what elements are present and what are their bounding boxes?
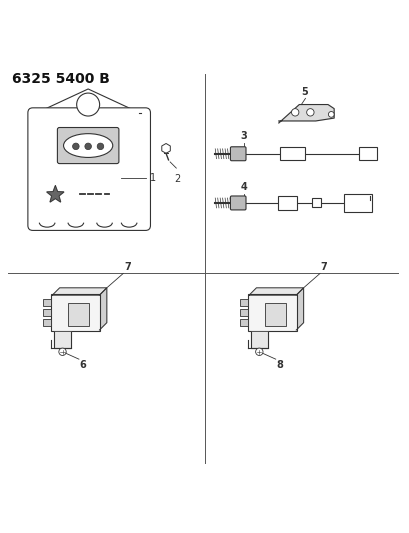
FancyBboxPatch shape bbox=[43, 298, 51, 306]
FancyBboxPatch shape bbox=[57, 127, 119, 164]
FancyBboxPatch shape bbox=[358, 147, 376, 160]
FancyBboxPatch shape bbox=[239, 319, 247, 326]
FancyBboxPatch shape bbox=[230, 196, 245, 210]
Circle shape bbox=[59, 348, 66, 356]
Polygon shape bbox=[250, 332, 267, 348]
Circle shape bbox=[306, 109, 313, 116]
FancyBboxPatch shape bbox=[344, 195, 371, 212]
Text: 3: 3 bbox=[240, 132, 247, 141]
FancyBboxPatch shape bbox=[277, 196, 297, 209]
Circle shape bbox=[255, 348, 263, 356]
Text: 6: 6 bbox=[79, 360, 86, 370]
FancyBboxPatch shape bbox=[279, 147, 304, 160]
Circle shape bbox=[97, 143, 103, 150]
FancyBboxPatch shape bbox=[239, 309, 247, 316]
FancyBboxPatch shape bbox=[68, 303, 89, 326]
Text: 5: 5 bbox=[300, 87, 307, 97]
Text: 6325 5400 B: 6325 5400 B bbox=[12, 72, 110, 86]
FancyBboxPatch shape bbox=[311, 198, 320, 207]
FancyBboxPatch shape bbox=[28, 108, 150, 230]
Circle shape bbox=[291, 109, 298, 116]
FancyBboxPatch shape bbox=[239, 298, 247, 306]
Circle shape bbox=[72, 143, 79, 150]
Polygon shape bbox=[52, 288, 106, 295]
Text: 2: 2 bbox=[174, 174, 180, 184]
Circle shape bbox=[85, 143, 91, 150]
FancyBboxPatch shape bbox=[52, 294, 100, 331]
Text: 7: 7 bbox=[124, 262, 130, 272]
Text: 1: 1 bbox=[149, 173, 155, 183]
Polygon shape bbox=[295, 288, 303, 330]
Polygon shape bbox=[99, 288, 106, 330]
Circle shape bbox=[76, 93, 99, 116]
Polygon shape bbox=[249, 288, 303, 295]
FancyBboxPatch shape bbox=[248, 294, 296, 331]
FancyBboxPatch shape bbox=[264, 303, 285, 326]
FancyBboxPatch shape bbox=[230, 147, 245, 161]
Text: 4: 4 bbox=[240, 182, 247, 192]
Text: 7: 7 bbox=[320, 262, 327, 272]
Ellipse shape bbox=[63, 134, 112, 157]
Polygon shape bbox=[278, 104, 333, 123]
FancyBboxPatch shape bbox=[43, 309, 51, 316]
FancyBboxPatch shape bbox=[43, 319, 51, 326]
Text: 8: 8 bbox=[276, 360, 283, 370]
Polygon shape bbox=[47, 185, 64, 202]
Polygon shape bbox=[54, 332, 71, 348]
Circle shape bbox=[328, 111, 333, 117]
